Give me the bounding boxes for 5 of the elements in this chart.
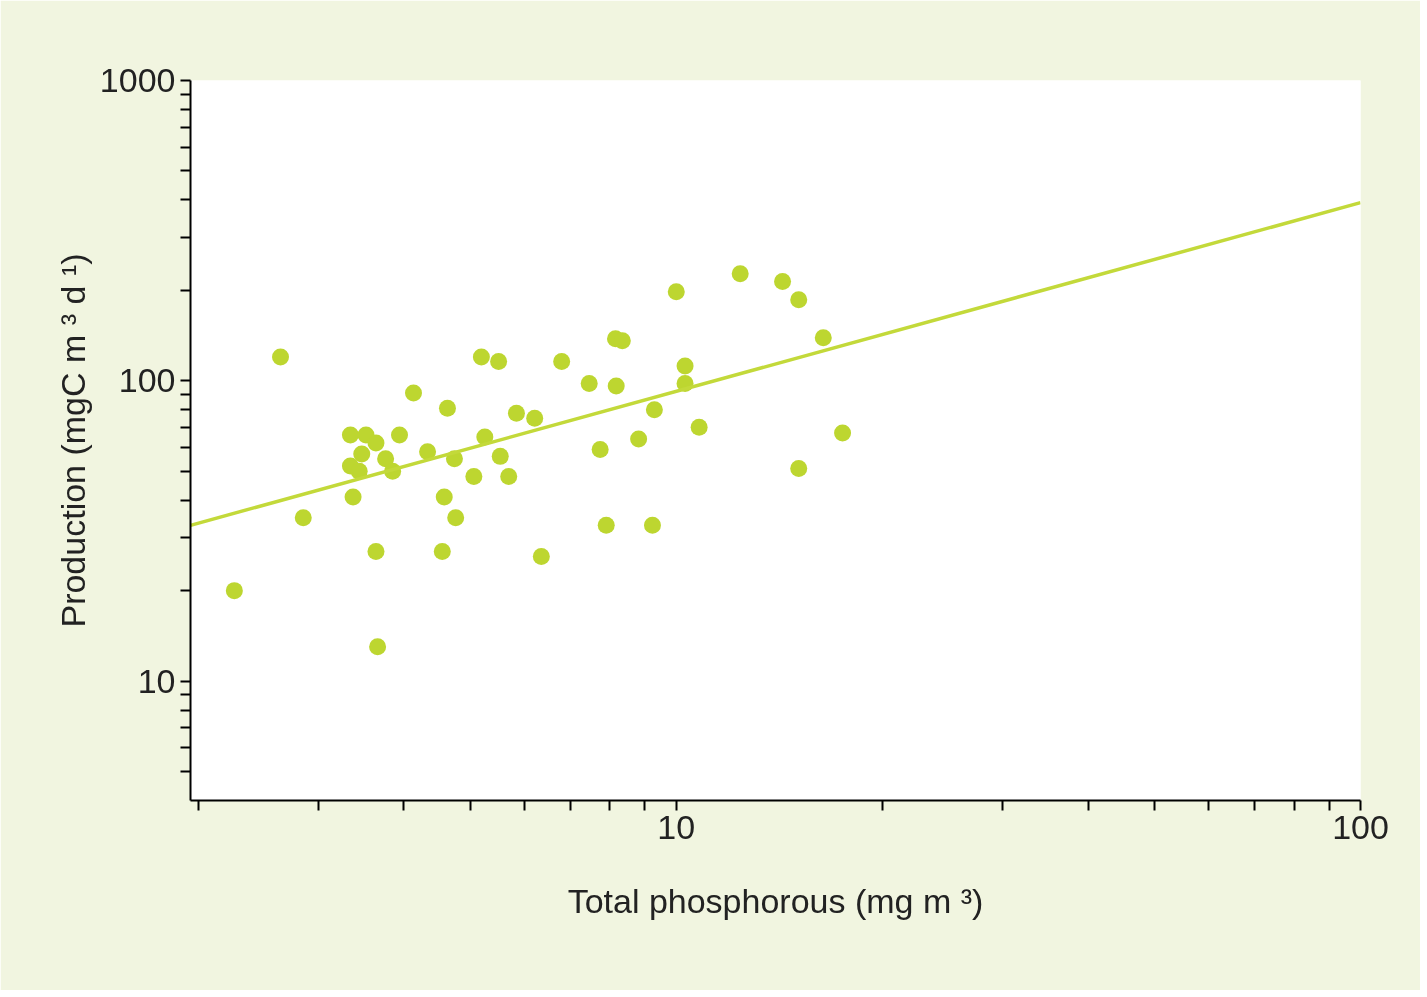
- x-axis-title: Total phosphorous (mg m ³): [567, 881, 984, 920]
- y-axis-title: Production (mgC m ³ d ¹): [53, 253, 92, 628]
- y-tick-label: 10: [137, 661, 176, 700]
- y-tick-label: 100: [118, 361, 176, 400]
- y-tick-label: 1000: [99, 61, 176, 99]
